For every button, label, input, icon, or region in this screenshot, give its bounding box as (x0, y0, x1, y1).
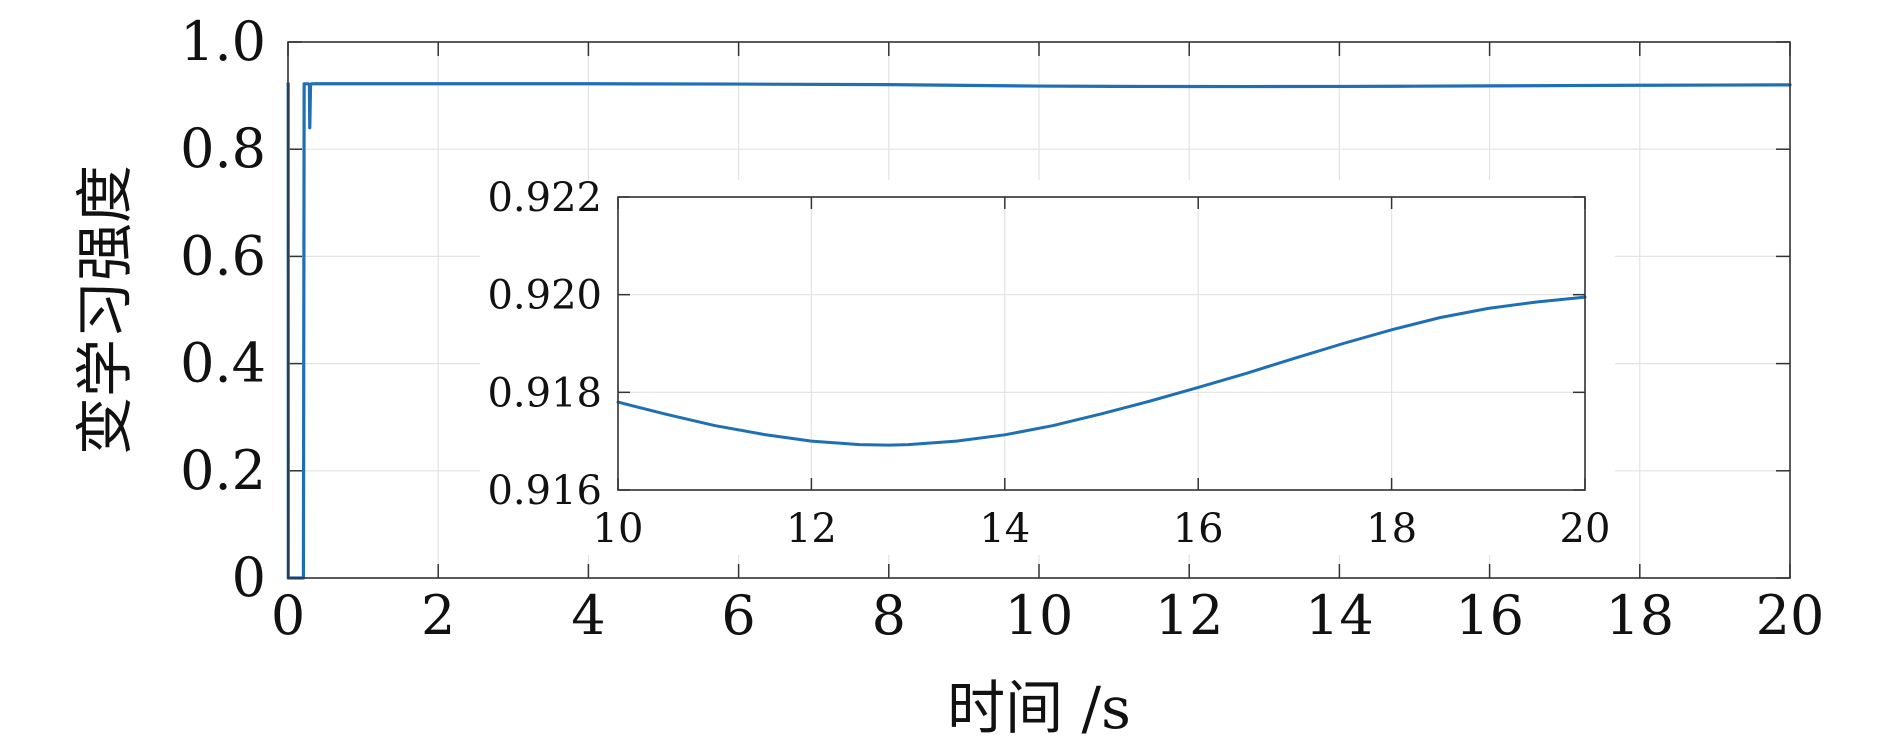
main-x-tick-label: 8 (872, 584, 906, 647)
main-axes-frame (287, 41, 1791, 579)
main-y-tick-label: 0.8 (180, 117, 266, 180)
inset-y-tick-label: 0.922 (487, 175, 602, 221)
main-x-tick-label: 18 (1605, 584, 1674, 647)
inset-x-tick-label: 18 (1366, 506, 1417, 552)
main-x-tick-label: 2 (421, 584, 455, 647)
main-y-tick-label: 0 (232, 546, 266, 609)
main-x-tick-label: 10 (1005, 584, 1074, 647)
main-x-tick-label: 4 (571, 584, 605, 647)
inset-y-tick-label: 0.916 (487, 468, 602, 514)
inset-y-tick-label: 0.920 (487, 273, 602, 319)
main-x-tick-label: 20 (1756, 584, 1825, 647)
inset-y-tick-label: 0.918 (487, 370, 602, 416)
main-y-tick-label: 0.2 (180, 439, 266, 502)
inset-x-tick-label: 20 (1560, 506, 1611, 552)
inset-x-tick-label: 14 (979, 506, 1030, 552)
main-y-tick-label: 0.6 (180, 224, 266, 287)
inset-x-tick-label: 10 (593, 506, 644, 552)
inset-series-line (616, 295, 1587, 447)
main-x-axis-label: 时间 /s (947, 674, 1131, 740)
inset-chart: 10 12 14 16 18 20 0.916 0.918 0.920 0.922 (480, 175, 1615, 555)
main-x-tick-label: 6 (721, 584, 755, 647)
main-y-tick-label: 1.0 (180, 10, 266, 73)
inset-x-tick-label: 12 (786, 506, 837, 552)
main-x-tick-label: 12 (1155, 584, 1224, 647)
main-x-tick-label: 0 (271, 584, 305, 647)
main-y-axis-label: 变学习强度 (71, 165, 139, 455)
main-x-tick-label: 16 (1455, 584, 1524, 647)
main-x-tick-label: 14 (1305, 584, 1374, 647)
inset-x-tick-label: 16 (1173, 506, 1224, 552)
main-y-tick-label: 0.4 (180, 332, 266, 395)
inset-axes-frame (617, 196, 1586, 491)
inset-plot-area (618, 197, 1585, 490)
